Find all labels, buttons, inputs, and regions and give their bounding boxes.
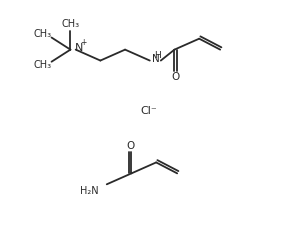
Text: H: H <box>154 51 160 60</box>
Text: CH₃: CH₃ <box>34 29 52 39</box>
Text: N: N <box>152 54 160 64</box>
Text: +: + <box>80 38 87 47</box>
Text: Cl⁻: Cl⁻ <box>140 107 157 117</box>
Text: CH₃: CH₃ <box>61 19 79 29</box>
Text: H₂N: H₂N <box>80 186 99 196</box>
Text: N: N <box>75 43 83 53</box>
Text: O: O <box>172 72 180 82</box>
Text: O: O <box>126 141 134 151</box>
Text: CH₃: CH₃ <box>34 61 52 70</box>
